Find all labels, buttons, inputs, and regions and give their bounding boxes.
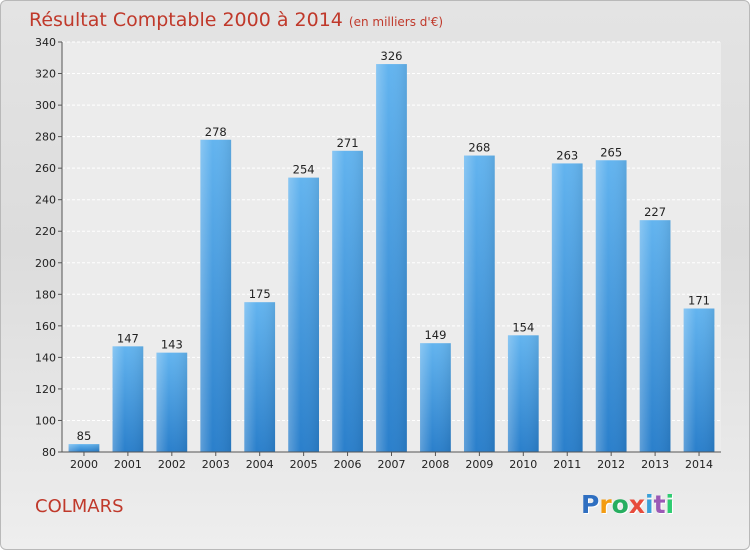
logo-letter: o	[611, 490, 629, 519]
data-label: 271	[337, 136, 359, 150]
bar-shade	[420, 343, 451, 452]
chart-title-text: Résultat Comptable 2000 à 2014	[29, 9, 343, 31]
x-tick-label: 2000	[70, 458, 98, 471]
logo-letter: x	[628, 490, 645, 519]
x-tick-label: 2004	[246, 458, 274, 471]
y-tick-label: 200	[35, 257, 56, 270]
data-label: 143	[161, 338, 183, 352]
y-tick-label: 280	[35, 131, 56, 144]
bar-shade	[68, 444, 100, 452]
bar-shade	[244, 302, 276, 452]
data-label: 154	[512, 320, 534, 334]
chart-subtitle: (en milliers d'€)	[348, 15, 444, 29]
logo-letter: i	[645, 490, 654, 519]
bar-shade	[332, 150, 363, 453]
x-tick-label: 2012	[597, 458, 625, 471]
y-tick-label: 180	[35, 288, 56, 301]
y-tick-label: 240	[35, 194, 56, 207]
x-tick-label: 2006	[334, 458, 362, 471]
data-label: 254	[293, 163, 315, 177]
bar-shade	[683, 308, 715, 452]
bar-shade	[595, 160, 627, 452]
y-tick-label: 260	[35, 162, 56, 175]
x-tick-label: 2011	[553, 458, 581, 471]
data-label: 326	[381, 49, 403, 63]
x-tick-label: 2008	[421, 458, 449, 471]
x-tick-label: 2002	[158, 458, 186, 471]
data-label: 85	[77, 429, 92, 443]
data-label: 265	[600, 145, 622, 159]
y-tick-label: 300	[35, 99, 56, 112]
y-tick-label: 80	[42, 446, 56, 459]
data-label: 149	[424, 328, 446, 342]
logo-letter: P	[581, 490, 600, 519]
y-tick-label: 340	[35, 36, 56, 49]
bar-shade	[156, 352, 188, 452]
y-tick-label: 140	[35, 351, 56, 364]
proxiti-logo: Proxiti	[581, 490, 674, 519]
bar-shade	[463, 155, 495, 453]
bar-shade	[288, 177, 320, 452]
x-tick-label: 2007	[378, 458, 406, 471]
data-label: 147	[117, 331, 139, 345]
place-name: COLMARS	[35, 496, 124, 517]
y-tick-label: 320	[35, 68, 56, 81]
logo-letter: r	[599, 490, 612, 519]
bar-shade	[551, 163, 583, 452]
x-tick-label: 2013	[641, 458, 669, 471]
y-tick-label: 120	[35, 383, 56, 396]
y-tick-label: 160	[35, 320, 56, 333]
bar-shade	[200, 139, 232, 452]
data-label: 278	[205, 125, 227, 139]
y-tick-label: 100	[35, 414, 56, 427]
x-tick-label: 2005	[290, 458, 318, 471]
x-tick-label: 2003	[202, 458, 230, 471]
bar-shade	[376, 64, 407, 453]
x-tick-label: 2001	[114, 458, 142, 471]
logo-letter: i	[665, 490, 675, 519]
bar-shade	[507, 335, 539, 452]
data-label: 227	[644, 205, 666, 219]
x-tick-label: 2014	[685, 458, 713, 471]
logo-letter: t	[653, 490, 666, 519]
data-label: 175	[249, 287, 271, 301]
data-label: 171	[688, 294, 710, 308]
x-tick-label: 2010	[509, 458, 537, 471]
x-tick-label: 2009	[465, 458, 493, 471]
bar-shade	[639, 220, 671, 452]
data-label: 268	[468, 141, 490, 155]
data-label: 263	[556, 148, 578, 162]
bar-shade	[112, 346, 144, 452]
chart-title: Résultat Comptable 2000 à 2014 (en millie…	[29, 9, 443, 31]
y-tick-label: 220	[35, 225, 56, 238]
